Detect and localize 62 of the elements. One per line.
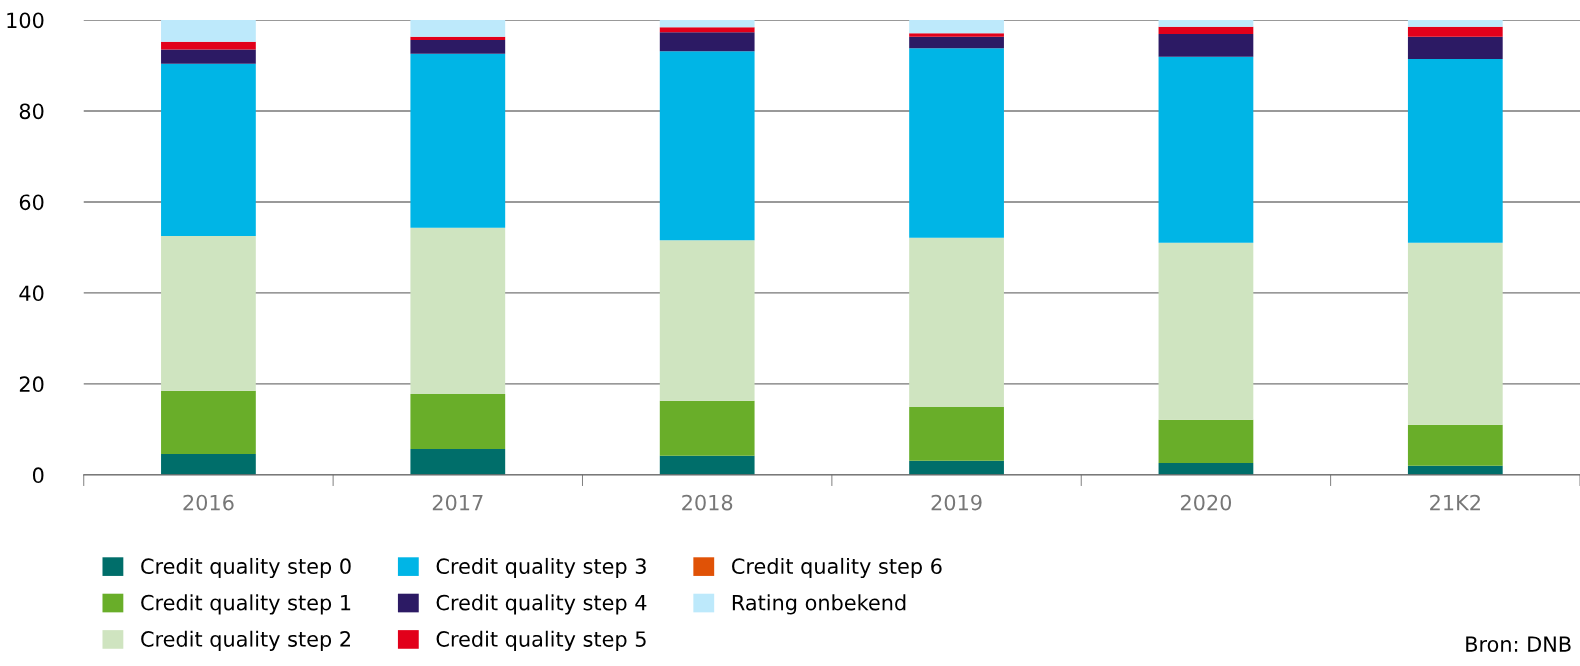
bar xyxy=(161,390,256,454)
y-tick-label: 20 xyxy=(19,376,44,393)
bar xyxy=(659,455,755,475)
bar xyxy=(161,49,256,64)
bar xyxy=(909,36,1004,49)
bar xyxy=(659,27,755,33)
bar xyxy=(410,227,506,394)
legend-label: Credit quality step 3 xyxy=(436,557,646,579)
bar xyxy=(909,19,1004,34)
bar xyxy=(1158,34,1254,57)
bar xyxy=(659,240,755,401)
legend-label: Credit quality step 6 xyxy=(732,557,942,579)
y-tick-label: 40 xyxy=(19,285,44,302)
bar xyxy=(1407,242,1503,425)
x-tick-label: 2016 xyxy=(183,494,234,511)
bar xyxy=(1158,463,1254,475)
y-tick-label: 0 xyxy=(32,467,44,484)
bar xyxy=(161,19,256,42)
bar xyxy=(410,36,506,40)
bar xyxy=(1158,19,1254,27)
bar xyxy=(1158,242,1254,420)
x-tick-label: 2017 xyxy=(432,494,483,511)
legend-label: Credit quality step 4 xyxy=(436,594,647,615)
bar xyxy=(1158,56,1254,243)
x-tick-label: 2020 xyxy=(1180,494,1232,511)
bar xyxy=(659,400,755,456)
legend-label: Credit quality step 2 xyxy=(141,630,350,651)
bar xyxy=(410,448,506,475)
bar xyxy=(161,453,256,475)
bar xyxy=(909,460,1004,475)
bar xyxy=(410,19,506,37)
x-tick-label: 21K2 xyxy=(1430,494,1480,511)
bar xyxy=(659,51,755,241)
legend-label: Credit quality step 1 xyxy=(141,594,351,615)
x-tick-label: 2019 xyxy=(931,494,982,511)
bar xyxy=(909,33,1004,37)
y-tick-label: 100 xyxy=(7,12,44,29)
bar xyxy=(1158,26,1254,35)
y-tick-label: 60 xyxy=(19,194,44,211)
bar xyxy=(161,41,256,50)
bar xyxy=(410,39,506,54)
bar xyxy=(410,53,506,228)
x-tick-label: 2018 xyxy=(682,494,733,511)
bar xyxy=(1407,19,1503,27)
bar xyxy=(1407,36,1503,60)
text: Bron: DNB xyxy=(1466,636,1571,652)
bar xyxy=(410,393,506,449)
bar xyxy=(161,236,256,391)
bar xyxy=(1407,59,1503,243)
legend-label: Credit quality step 0 xyxy=(141,557,351,579)
bar xyxy=(909,407,1004,461)
bar xyxy=(909,48,1004,238)
bar xyxy=(659,32,755,52)
legend-label: Credit quality step 5 xyxy=(436,630,646,651)
bar xyxy=(1407,26,1503,37)
bar xyxy=(659,19,755,28)
bar xyxy=(909,237,1004,408)
y-tick-label: 80 xyxy=(19,103,44,120)
bar xyxy=(1407,424,1503,466)
bar xyxy=(1158,419,1254,464)
legend-label: Rating onbekend xyxy=(732,594,906,615)
bar xyxy=(161,63,256,237)
